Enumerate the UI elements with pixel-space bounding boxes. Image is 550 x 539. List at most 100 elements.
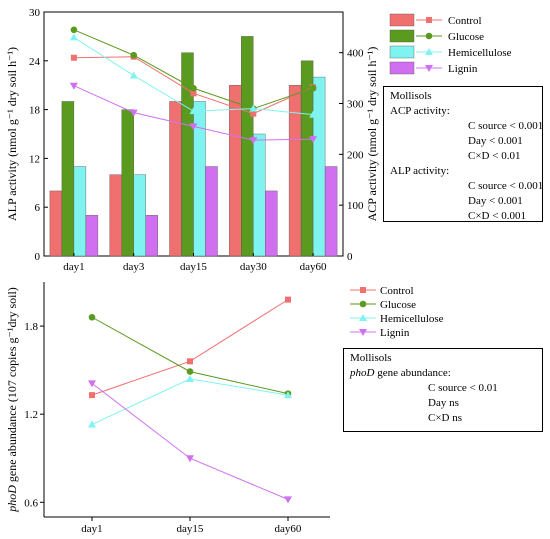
point-phod-control-day15	[187, 358, 193, 365]
bottom-legend-label-hemicellulose: Hemicellulose	[380, 313, 444, 325]
left-tick-label: 18	[29, 105, 41, 117]
point-acp-glucose-day1	[70, 26, 78, 34]
bottom-x-tick-label: day60	[275, 523, 302, 535]
bottom-y-axis-title-italic: phoD	[5, 485, 19, 513]
point-acp-glucose-day15	[190, 84, 197, 92]
bar-glucose-day3	[121, 109, 134, 257]
right-axis-title: ACP activity (nmol g⁻¹ dry soil h⁻¹)	[365, 47, 379, 222]
right-tick-label: 0	[347, 251, 353, 263]
top-stats-box: Mollisols ACP activity: C source < 0.001…	[383, 86, 543, 222]
bottom-stats-line-1: C source < 0.01	[428, 382, 498, 394]
x-tick-label: day15	[180, 261, 207, 273]
legend-marker-hemicellulose	[425, 48, 433, 55]
right-tick-label: 100	[347, 200, 364, 212]
line-phod-hemicellulose	[91, 378, 289, 425]
point-acp-control-day15	[190, 90, 197, 97]
bar-hemicellulose-day1	[73, 166, 87, 257]
bottom-legend-label-lignin: Lignin	[380, 327, 410, 339]
bottom-y-tick-label: 1.2	[24, 409, 38, 421]
point-phod-lignin-day1	[88, 380, 96, 388]
bottom-stats-line-3: C×D ns	[428, 412, 463, 424]
legend-label-lignin: Lignin	[448, 63, 478, 75]
legend-swatch-control	[389, 13, 415, 27]
bottom-legend-label-glucose: Glucose	[380, 299, 416, 311]
bottom-stats-label-italic: phoD	[350, 367, 375, 379]
legend-label-hemicellulose: Hemicellulose	[448, 47, 512, 59]
bar-lignin-day3	[145, 215, 158, 257]
right-tick-label: 300	[347, 99, 364, 111]
top-stats-acp-line-3: C×D < 0.01	[468, 150, 521, 162]
bar-control-day15	[169, 101, 182, 257]
legend-swatch-lignin	[389, 61, 415, 75]
point-acp-lignin-day3	[129, 109, 138, 117]
bottom-chart: 0.6 1.2 1.8 day1 day15 day60 phoD gene abundan…	[5, 282, 444, 535]
x-tick-label: day1	[63, 261, 84, 273]
top-stats-alp-label: ALP activity:	[390, 165, 450, 177]
point-acp-hemicellulose-day15	[189, 107, 198, 115]
point-acp-hemicellulose-day30	[249, 104, 258, 112]
top-stats-alp-line-1: C source < 0.001	[468, 180, 544, 192]
bottom-stats-box: Mollisols phoD gene abundance: C source …	[343, 348, 543, 432]
bar-hemicellulose-day30	[253, 133, 266, 257]
left-tick-label: 24	[29, 56, 41, 68]
left-tick-label: 6	[35, 202, 41, 214]
bottom-y-axis-title-rest: gene abundance (107 copies g⁻¹dry soil)	[5, 287, 19, 485]
bottom-legend-marker-glucose	[359, 300, 367, 308]
point-acp-hemicellulose-day60	[309, 110, 318, 118]
point-phod-glucose-day15	[186, 368, 194, 375]
point-acp-hemicellulose-day1	[69, 33, 78, 41]
bottom-y-axis-title: phoD gene abundance (107 copies g⁻¹dry s…	[5, 287, 19, 513]
bottom-y-tick-label: 0.6	[24, 497, 38, 509]
point-acp-lignin-day15	[189, 123, 198, 131]
bottom-stats-line-2: Day ns	[428, 397, 459, 409]
bar-glucose-day30	[241, 36, 254, 257]
point-acp-lignin-day30	[249, 137, 258, 145]
bar-lignin-day60	[324, 166, 338, 257]
bar-hemicellulose-day3	[133, 174, 146, 257]
bar-control-day60	[288, 84, 302, 257]
line-phod-glucose	[91, 316, 289, 395]
right-tick-label: 400	[347, 48, 364, 60]
bottom-legend-label-control: Control	[380, 285, 414, 297]
point-phod-lignin-day15	[186, 455, 194, 463]
x-tick-label: day30	[240, 261, 267, 273]
point-phod-hemicellulose-day15	[186, 374, 194, 382]
bottom-legend-marker-control	[360, 287, 366, 293]
legend-marker-lignin	[425, 65, 433, 72]
point-phod-hemicellulose-day1	[88, 420, 96, 428]
x-tick-label: day60	[300, 261, 327, 273]
point-acp-glucose-day60	[309, 84, 317, 92]
top-stats-title: Mollisols	[390, 90, 432, 102]
legend-marker-control	[426, 17, 432, 23]
legend-marker-glucose	[425, 32, 433, 40]
bar-control-day1	[49, 190, 63, 257]
point-acp-lignin-day60	[309, 136, 318, 144]
left-axis-title: ALP activity (nmol g⁻¹ dry soil h⁻¹)	[5, 47, 19, 221]
point-acp-hemicellulose-day3	[129, 71, 138, 79]
left-tick-label: 12	[29, 153, 40, 165]
top-stats-alp-line-3: C×D < 0.001	[468, 210, 526, 222]
line-phod-lignin	[91, 382, 289, 500]
bar-lignin-day30	[265, 190, 278, 257]
bottom-legend-marker-hemicellulose	[359, 314, 367, 321]
point-acp-control-day1	[70, 54, 77, 61]
x-tick-label: day3	[123, 261, 145, 273]
bar-lignin-day1	[85, 215, 99, 257]
bottom-stats-label-rest: gene abundance:	[374, 367, 451, 379]
bar-hemicellulose-day60	[312, 76, 326, 257]
bar-glucose-day1	[61, 101, 75, 257]
bottom-y-tick-label: 1.8	[24, 321, 38, 333]
legend-label-control: Control	[448, 15, 482, 27]
top-stats-acp-line-2: Day < 0.001	[468, 135, 523, 147]
bottom-x-tick-label: day15	[177, 523, 204, 535]
point-phod-control-day60	[285, 296, 291, 303]
bottom-stats-label: phoD gene abundance:	[350, 366, 536, 381]
top-stats-acp-line-1: C source < 0.001	[468, 120, 544, 132]
bar-control-day3	[109, 174, 122, 257]
point-acp-control-day30	[250, 110, 257, 117]
point-acp-lignin-day1	[69, 82, 78, 90]
bottom-legend-marker-lignin	[359, 329, 367, 336]
point-phod-hemicellulose-day60	[284, 391, 292, 399]
